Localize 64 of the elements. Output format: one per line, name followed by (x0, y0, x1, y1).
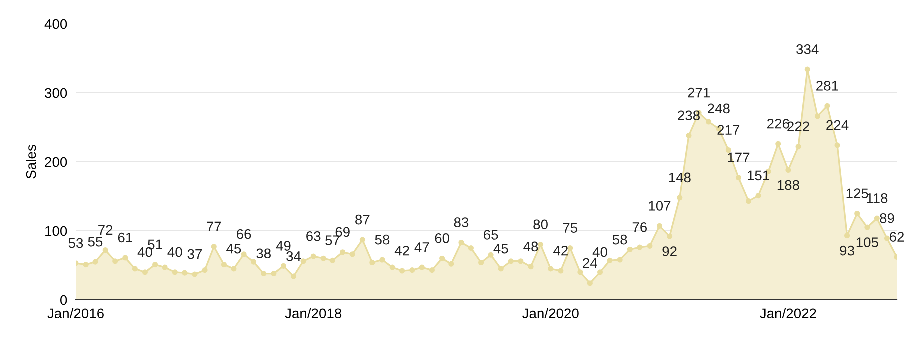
data-label: 57 (326, 236, 340, 246)
data-label: 40 (592, 247, 608, 258)
data-label: 34 (286, 251, 302, 262)
data-label: 271 (688, 88, 710, 98)
y-tick-label: 100 (46, 226, 68, 236)
data-label: 80 (534, 220, 548, 230)
data-label: 224 (826, 120, 849, 130)
x-tick-label: Jan/2016 (48, 308, 104, 319)
x-tick-label: Jan/2018 (285, 308, 342, 319)
y-tick-label: 400 (44, 19, 68, 30)
data-label: 69 (336, 227, 350, 238)
data-label: 238 (678, 110, 700, 121)
data-label: 61 (118, 232, 132, 243)
data-label: 65 (484, 230, 498, 240)
data-label: 92 (662, 246, 677, 256)
data-label: 47 (414, 242, 430, 252)
x-tick-label: Jan/2020 (522, 308, 579, 319)
data-label: 63 (306, 231, 321, 242)
data-label: 45 (226, 244, 242, 254)
data-label: 217 (718, 125, 740, 135)
data-label: 24 (583, 258, 598, 268)
data-label: 118 (867, 194, 888, 204)
data-label: 60 (435, 234, 450, 244)
y-tick-label: 200 (45, 157, 68, 168)
data-label: 42 (394, 246, 410, 256)
data-label: 334 (796, 44, 819, 54)
data-label: 89 (880, 214, 894, 224)
data-label: 72 (98, 225, 113, 235)
data-label: 105 (856, 238, 878, 248)
data-label: 58 (375, 234, 390, 245)
data-label: 222 (788, 122, 810, 132)
data-label: 48 (524, 242, 538, 252)
data-label: 188 (778, 180, 800, 190)
data-label: 177 (728, 152, 750, 162)
data-label: 125 (846, 188, 868, 199)
data-label: 77 (207, 222, 222, 232)
data-label: 45 (494, 244, 508, 254)
data-label: 87 (356, 214, 370, 225)
data-label: 151 (748, 170, 770, 181)
data-label: 40 (138, 247, 152, 258)
x-tick-label: Jan/2022 (760, 308, 816, 319)
data-label: 38 (256, 248, 271, 259)
data-label: 49 (276, 241, 291, 251)
y-tick-label: 300 (45, 88, 68, 98)
data-label: 51 (148, 240, 162, 250)
data-label: 248 (708, 104, 730, 114)
data-label: 66 (237, 229, 252, 240)
y-tick-label: 0 (60, 295, 68, 306)
data-label: 76 (632, 222, 648, 232)
data-label: 83 (454, 218, 469, 228)
data-label: 40 (168, 247, 182, 258)
data-label: 107 (649, 201, 671, 211)
data-label: 75 (563, 223, 578, 234)
data-label: 58 (612, 234, 628, 245)
data-label: 53 (68, 238, 84, 248)
data-label: 42 (554, 246, 568, 256)
data-label: 226 (767, 118, 790, 129)
data-label: 37 (188, 249, 202, 260)
data-label: 281 (816, 81, 838, 91)
data-label: 62 (890, 232, 904, 242)
y-axis-title: Sales (26, 145, 36, 179)
data-label: 55 (88, 237, 103, 247)
data-label: 148 (669, 172, 691, 183)
data-label: 93 (840, 246, 854, 256)
